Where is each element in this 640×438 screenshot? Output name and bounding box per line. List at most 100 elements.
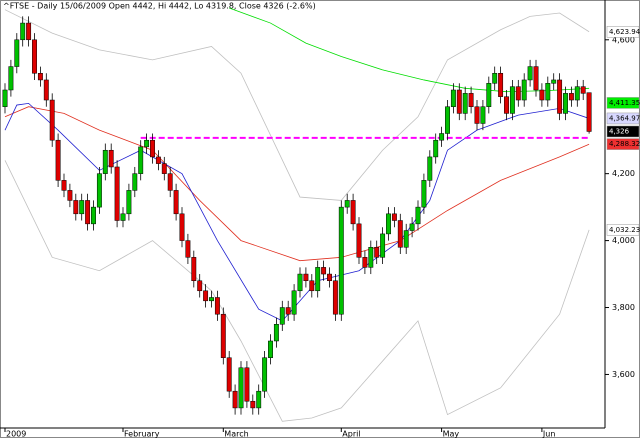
y-tick-label: 3,800 (612, 303, 635, 312)
candle-body (238, 367, 244, 409)
candle-body (173, 190, 179, 215)
y-tick-label: 4,000 (612, 236, 635, 245)
candle-body (374, 247, 380, 258)
candle-body (486, 83, 492, 107)
candle-body (155, 156, 161, 164)
candle-body (415, 206, 421, 225)
x-tick-label: May (443, 430, 460, 438)
candle-body (179, 213, 185, 241)
candle-body (37, 73, 43, 81)
indicator-line (229, 7, 590, 93)
price-label: 4,411.35 (609, 99, 640, 107)
candle-body (368, 247, 374, 268)
candle-body (14, 39, 20, 67)
candle-body (73, 200, 79, 215)
y-tick-label: 4,200 (612, 169, 635, 178)
candle-body (574, 86, 580, 101)
candle-body (350, 200, 356, 225)
candle-body (409, 223, 415, 231)
price-label-box (606, 224, 640, 236)
candle-body (474, 106, 480, 124)
candle-body (315, 267, 321, 292)
candle-body (285, 307, 291, 315)
candle-body (509, 86, 515, 114)
candle-body (433, 139, 439, 158)
candle-body (557, 79, 563, 114)
price-label: 4,364.97 (609, 114, 640, 122)
candle-body (527, 66, 533, 81)
candle-body (480, 106, 486, 124)
candle-body (580, 86, 586, 94)
candle-body (108, 149, 114, 168)
candle-body (279, 307, 285, 325)
y-tick-label: 4,600 (612, 35, 635, 44)
price-label-box (606, 26, 640, 38)
candle-body (539, 89, 545, 101)
candle-body (421, 180, 427, 208)
candle-body (79, 200, 85, 215)
candle-body (521, 79, 527, 101)
candle-body (427, 156, 433, 181)
candle-body (85, 200, 91, 225)
candle-body (356, 223, 362, 258)
candle-body (262, 357, 268, 392)
x-tick-label: March (224, 430, 248, 438)
candle-body (533, 66, 539, 91)
candle-body (273, 324, 279, 342)
candle-body (32, 39, 37, 74)
candle-body (55, 139, 61, 181)
candle-body (61, 180, 67, 191)
candle-body (49, 99, 55, 141)
x-tick-label: Jun (542, 430, 556, 438)
price-label-box (606, 112, 640, 125)
candle-body (515, 86, 521, 101)
candle-body (191, 257, 197, 281)
candle-body (545, 83, 551, 101)
price-label: 4,326 (609, 127, 630, 135)
candle-body (114, 166, 120, 221)
chart-title: ^FTSE - Daily 15/06/2009 Open 4442, Hi 4… (3, 2, 316, 11)
candle-body (338, 206, 344, 315)
price-label-box (606, 138, 640, 150)
candle-body (161, 163, 167, 174)
candle-body (450, 89, 456, 107)
candle-body (327, 273, 332, 281)
candle-body (332, 280, 338, 315)
price-label-box (606, 97, 640, 109)
indicator-line (4, 106, 590, 262)
candle-body (67, 190, 73, 201)
candle-body (504, 96, 509, 114)
candle-body (551, 79, 557, 84)
candle-body (197, 280, 203, 292)
price-label: 4,032.23 (609, 226, 640, 234)
candle-body (150, 139, 155, 158)
candle-body (498, 73, 504, 97)
candle-body (386, 213, 391, 235)
candle-body (250, 400, 256, 409)
candle-body (102, 149, 108, 174)
candle-body (203, 290, 209, 302)
candle-body (167, 173, 173, 191)
candle-body (456, 89, 462, 114)
candle-body (439, 133, 445, 141)
candle-body (26, 22, 32, 41)
indicator-line (4, 9, 590, 201)
candle-body (344, 200, 350, 208)
indicator-line (4, 160, 590, 422)
price-label: 4,623.94 (609, 28, 640, 36)
candle-body (397, 220, 403, 248)
candle-body (2, 89, 8, 107)
candle-body (91, 206, 96, 225)
candle-body (226, 357, 232, 392)
candle-body (8, 66, 14, 91)
candle-body (362, 257, 368, 268)
candle-body (43, 79, 49, 101)
candle-body (209, 297, 214, 302)
candle-body (120, 213, 126, 221)
y-tick-label: 3,600 (612, 370, 635, 379)
candle-body (380, 233, 386, 258)
candle-body (185, 240, 191, 258)
candle-body (96, 173, 102, 208)
